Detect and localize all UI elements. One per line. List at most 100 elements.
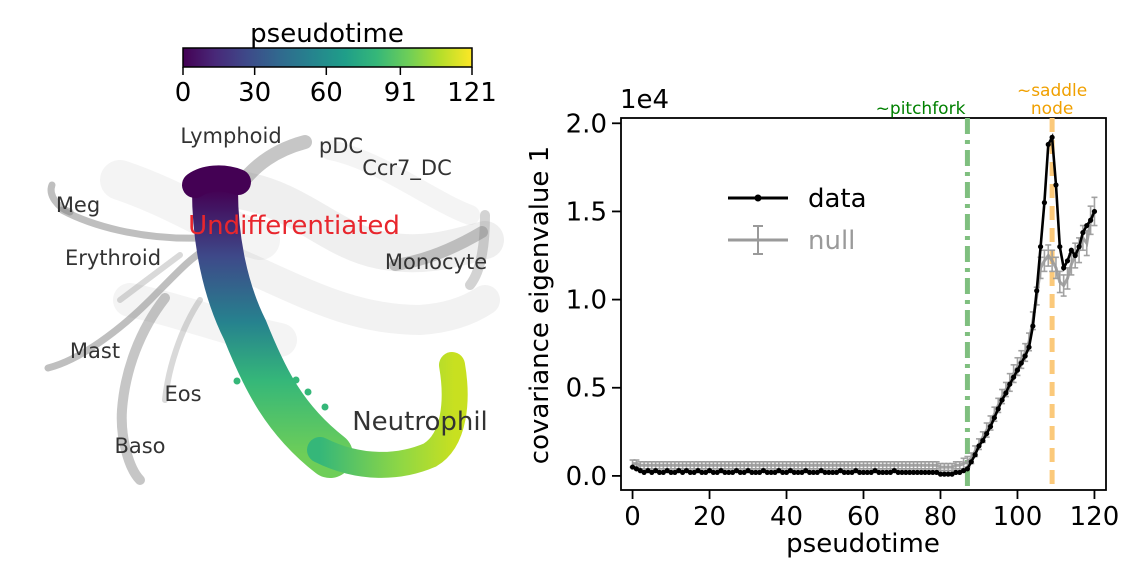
plot-frame [620,117,1107,491]
colorbar-tick-label: 60 [310,78,343,108]
label-baso: Baso [114,434,165,458]
data-point [987,423,994,430]
offset-text: 1e4 [620,85,669,115]
data-point [1026,344,1032,350]
data-point [1014,367,1021,373]
label-meg: Meg [56,193,100,217]
data-point [930,469,936,475]
data-point [822,469,828,475]
data-point [937,471,944,477]
data-point [826,469,832,475]
data-point [845,469,851,475]
data-point [860,469,867,475]
data-point [1091,208,1098,215]
y-tick-label: 0.5 [566,374,607,404]
data-point [1034,288,1040,294]
annotation-label: node [1031,99,1073,119]
data-point [726,469,732,475]
data-point [668,469,674,475]
data-point [1088,217,1094,223]
data-point [968,459,974,465]
data-point [810,469,817,475]
data-point [1057,244,1063,250]
data-point [1076,244,1082,250]
data-point [864,469,870,475]
data-point [964,466,971,472]
data-point [1011,374,1017,380]
label-lymphoid: Lymphoid [180,124,281,148]
x-tick-label: 100 [993,502,1043,532]
data-point [1022,353,1028,359]
data-point [1072,252,1078,259]
data-point [945,471,951,477]
colorbar [182,47,473,68]
embedding-panel: pseudotime 0 30 60 91 121 [44,19,504,485]
data-point [903,469,909,475]
label-eos: Eos [164,382,201,406]
data-point [791,469,797,475]
annotation-label: ~saddle [1017,81,1087,101]
data-point [699,469,705,475]
data-point [807,469,813,475]
data-point [1049,134,1055,140]
data-point [780,469,786,475]
line-chart-panel: 0 20 40 60 80 100 120 0.0 0.5 1.0 1.5 2.0 ~pitchfor… [525,81,1119,559]
data-point [795,469,801,475]
label-pdc: pDC [319,134,363,158]
data-point [830,469,836,475]
x-tick-label: 40 [770,502,803,532]
data-point [1030,323,1036,329]
legend-label-null: null [808,226,855,256]
data-point [1084,222,1090,229]
data-point [980,438,986,444]
pseudotime-trajectory [182,165,468,478]
colorbar-tick-label: 30 [238,78,271,108]
data-point [976,443,982,449]
data-point [880,469,886,475]
data-point [1045,141,1051,148]
colorbar-tick-label: 121 [447,78,497,108]
axes: 0 20 40 60 80 100 120 0.0 0.5 1.0 1.5 2.0 [566,109,1120,532]
x-tick-label: 80 [924,502,957,532]
data-point [1018,360,1024,366]
x-tick-label: 20 [693,502,726,532]
x-tick-label: 120 [1070,502,1120,532]
data-point [737,469,743,475]
data-point [995,406,1001,412]
colorbar-tick-label: 0 [175,78,192,108]
annotation-label: ~pitchfork [876,99,966,119]
data-point [926,469,932,475]
data-point [753,469,759,475]
legend: data null [728,184,867,256]
data-point [749,469,755,475]
data-point [656,469,663,475]
data-point [1041,200,1048,206]
data-point [895,469,901,475]
data-point [857,469,863,475]
data-point [1061,265,1067,271]
label-undifferentiated: Undifferentiated [188,211,400,241]
y-tick-label: 1.0 [566,286,607,316]
data-point [841,469,847,475]
data-point [984,430,990,437]
y-tick-label: 2.0 [566,109,607,139]
data-point [1068,247,1074,253]
label-erythroid: Erythroid [65,246,161,270]
x-tick-label: 60 [847,502,880,532]
data-point [1003,390,1009,396]
legend-marker-data [754,194,762,202]
x-tick-label: 0 [624,502,641,532]
data-point [883,469,890,475]
data-point [991,415,997,421]
label-neutrophil: Neutrophil [352,407,488,437]
data-point [876,469,882,475]
data-point [910,469,917,475]
colorbar-label: pseudotime [250,19,404,49]
label-mast: Mast [70,339,120,363]
data-point [1080,229,1086,236]
series-null [629,196,1098,472]
series-data [629,132,1098,477]
data-point [922,469,928,475]
